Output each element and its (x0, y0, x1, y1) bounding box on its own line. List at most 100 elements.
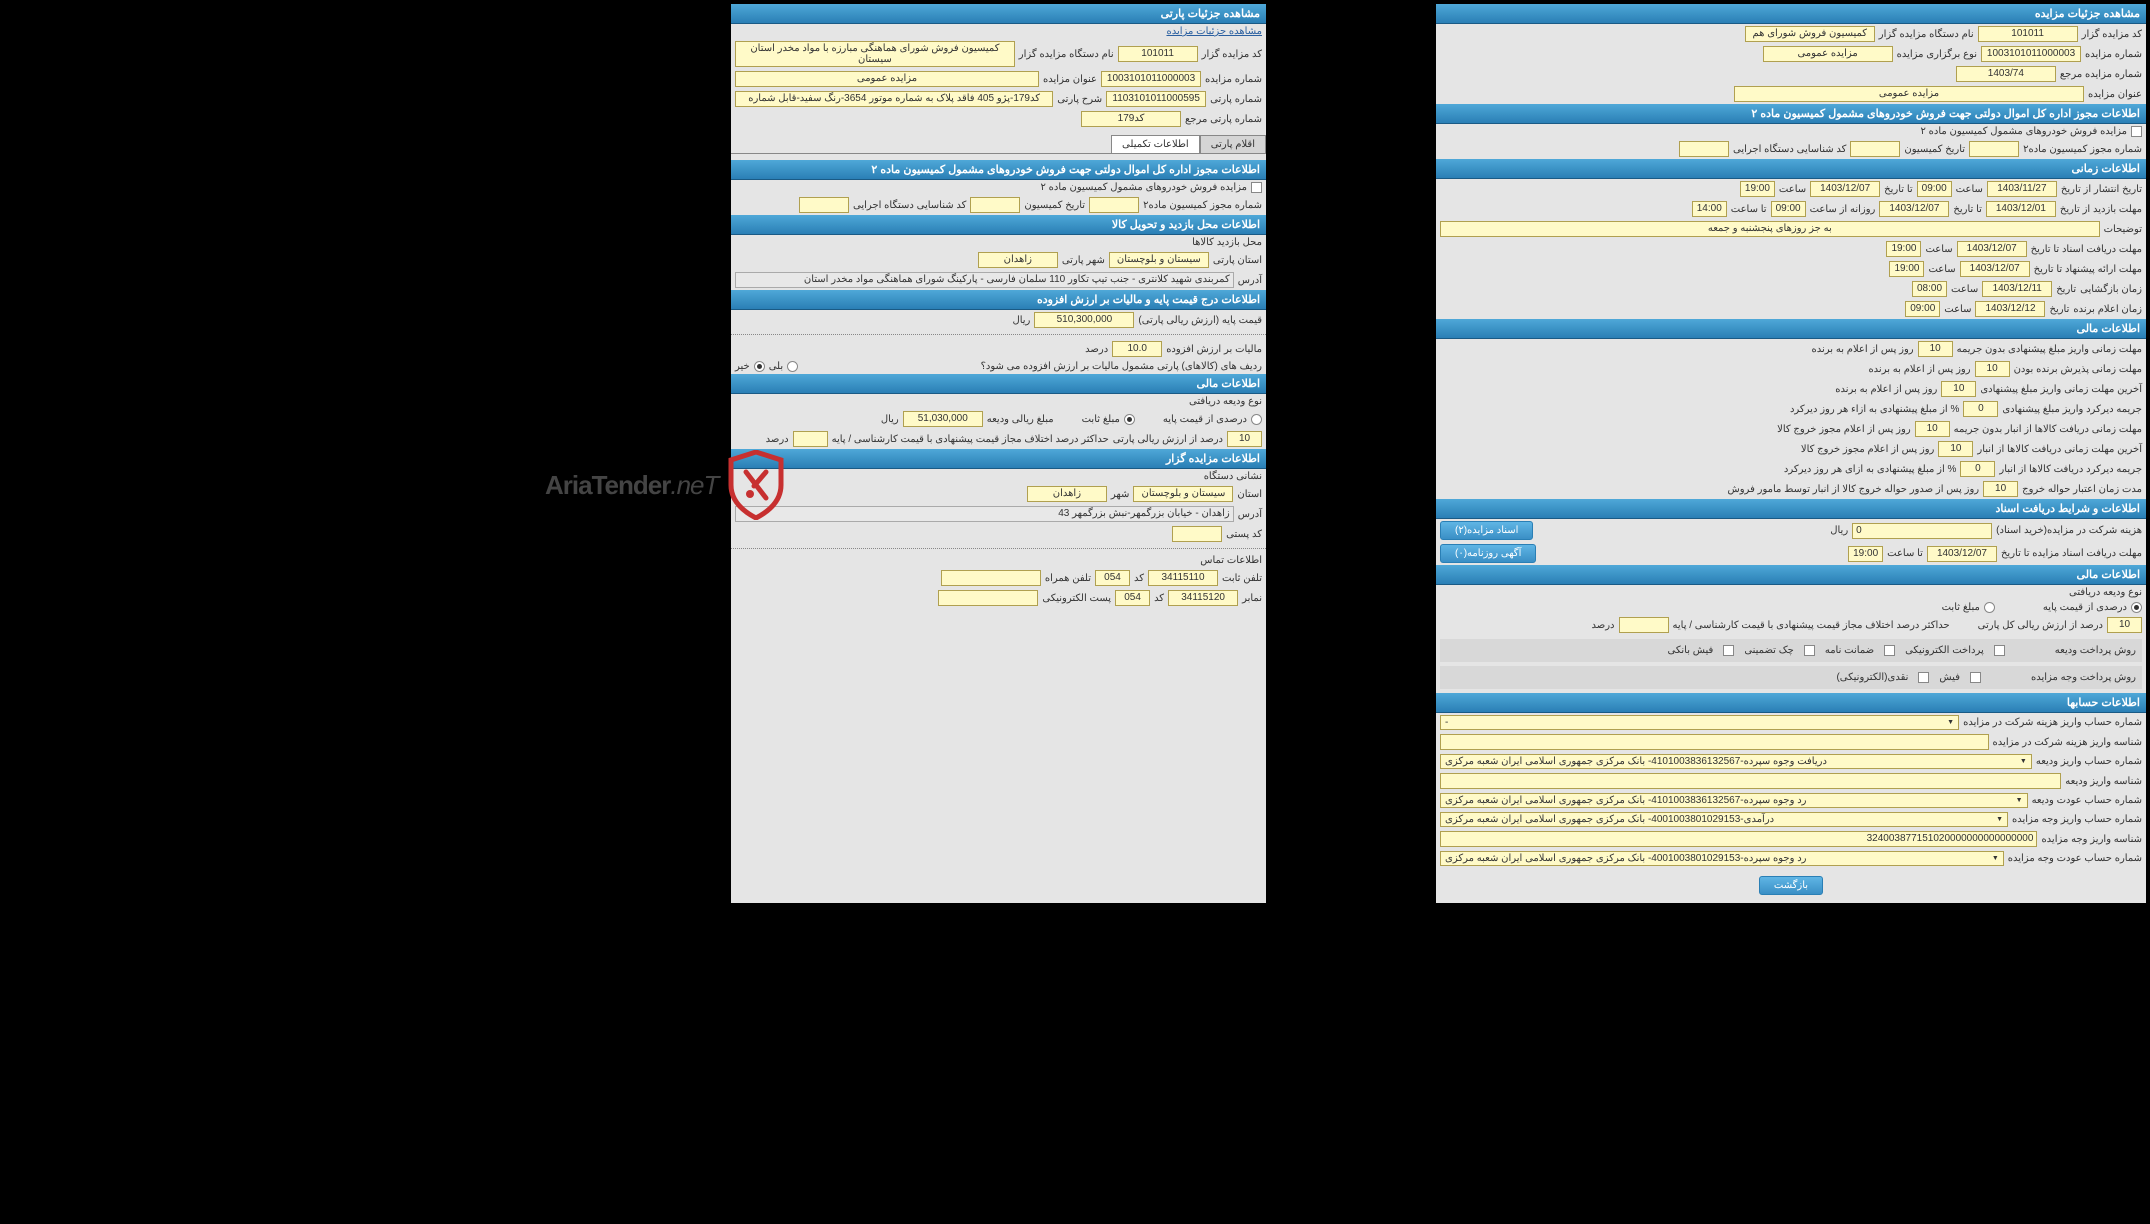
field (1969, 141, 2019, 157)
field: کد179-پژو 405 فاقد پلاک به شماره موتور 3… (735, 91, 1053, 107)
label: قیمت پایه (ارزش ریالی پارتی) (1138, 315, 1262, 326)
province-field: سیستان و بلوچستان (1133, 486, 1233, 502)
account-dropdown[interactable]: درآمدی-4001003801029153- بانک مرکزی جمهو… (1440, 812, 2008, 827)
label: زمان اعلام برنده (2073, 304, 2142, 315)
section-header: اطلاعات مالی (731, 374, 1266, 394)
checkbox[interactable] (1251, 182, 1262, 193)
label: نوع ودیعه دریافتی (1189, 396, 1262, 407)
checkbox-check[interactable] (1804, 645, 1815, 656)
checkbox-cash[interactable] (1918, 672, 1929, 683)
radio-fixed[interactable] (1984, 602, 1995, 613)
num-field: 10 (1941, 381, 1976, 397)
radio-no[interactable] (754, 361, 765, 372)
date-field: 1403/12/07 (1957, 241, 2027, 257)
mobile-field (941, 570, 1041, 586)
label: مهلت زمانی دریافت کالاها از انبار بدون ج… (1954, 424, 2142, 435)
view-auction-link[interactable]: مشاهده جزئیات مزایده (1166, 26, 1262, 37)
time-field: 09:00 (1917, 181, 1952, 197)
shield-icon (726, 450, 786, 520)
label: تلفن ثابت (1222, 573, 1262, 584)
radio-yes[interactable] (787, 361, 798, 372)
label: شماره حساب عودت وجه مزایده (2008, 853, 2142, 864)
label: کد (1154, 593, 1164, 604)
label: شماره مجوز کمیسیون ماده۲ (1143, 200, 1262, 211)
field: کمیسیون فروش شورای هماهنگی مبارزه با موا… (735, 41, 1015, 67)
label: فیش بانکی (1668, 645, 1714, 656)
party-details-panel: مشاهده جزئیات پارتی مشاهده جزئیات مزایده… (731, 4, 1266, 903)
label: تاریخ (2056, 284, 2076, 295)
field: 324003877151020000000000000000 (1440, 831, 2037, 847)
tab-extra-info[interactable]: اطلاعات تکمیلی (1111, 135, 1200, 153)
ref-number-field: 1403/74 (1956, 66, 2056, 82)
radio-fixed[interactable] (1124, 414, 1135, 425)
time-field: 19:00 (1886, 241, 1921, 257)
label: تا تاریخ (1884, 184, 1913, 195)
num-field: 10 (1983, 481, 2018, 497)
phone-field: 34115110 (1148, 570, 1218, 586)
label: ساعت (1956, 184, 1983, 195)
checkbox-bankreceipt[interactable] (1723, 645, 1734, 656)
field (1619, 617, 1669, 633)
label: % از مبلغ پیشنهادی به ازاء هر روز دیرکرد (1790, 404, 1959, 415)
label: تاریخ (2049, 304, 2069, 315)
percent-field: 10 (2107, 617, 2142, 633)
account-dropdown[interactable]: دریافت وجوه سپرده-4101003836132567- بانک… (1440, 754, 2032, 769)
section-header: اطلاعات درج قیمت پایه و مالیات بر ارزش ا… (731, 290, 1266, 310)
date-field: 1403/12/01 (1986, 201, 2056, 217)
field: کد179 (1081, 111, 1181, 127)
label: تا تاریخ (1953, 204, 1982, 215)
label: فیش (1939, 672, 1960, 683)
checkbox-epay[interactable] (1994, 645, 2005, 656)
checkbox-guarantee[interactable] (1884, 645, 1895, 656)
email-field (938, 590, 1038, 606)
label: چک تضمینی (1744, 645, 1794, 656)
section-header: اطلاعات حسابها (1436, 693, 2146, 713)
radio-percent[interactable] (1251, 414, 1262, 425)
label: ساعت (1951, 284, 1978, 295)
label: جریمه دیرکرد دریافت کالاها از انبار (1999, 464, 2142, 475)
account-dropdown[interactable]: رد وجوه سپرده-4001003801029153- بانک مرک… (1440, 851, 2004, 866)
label: مهلت زمانی واریز مبلغ پیشنهادی بدون جریم… (1957, 344, 2142, 355)
label: مهلت بازدید از تاریخ (2060, 204, 2142, 215)
docs-button[interactable]: اسناد مزایده(۲) (1440, 521, 1533, 540)
field (1440, 734, 1989, 750)
city-field: زاهدان (1027, 486, 1107, 502)
label: مالیات بر ارزش افزوده (1166, 344, 1262, 355)
checkbox-receipt[interactable] (1970, 672, 1981, 683)
label: ردیف های (کالاهای) پارتی مشمول مالیات بر… (981, 361, 1262, 372)
date-field: 1403/11/27 (1987, 181, 2057, 197)
date-field: 1403/12/07 (1810, 181, 1880, 197)
time-field: 19:00 (1889, 261, 1924, 277)
cost-field: 0 (1852, 523, 1992, 539)
label: جریمه دیرکرد واریز مبلغ پیشنهادی (2002, 404, 2142, 415)
date-field: 1403/12/11 (1982, 281, 2052, 297)
label: مبلغ ثابت (1942, 602, 1980, 613)
label: تاریخ کمیسیون (1024, 200, 1085, 211)
section-header: اطلاعات مجوز اداره کل اموال دولتی جهت فر… (1436, 104, 2146, 124)
label: ساعت (1928, 264, 1955, 275)
label: اطلاعات تماس (1200, 555, 1262, 566)
label: مزایده فروش خودروهای مشمول کمیسیون ماده … (1920, 126, 2127, 137)
section-header: اطلاعات مالی (1436, 565, 2146, 585)
watermark-logo: AriaTender.neT (545, 450, 786, 520)
areacode-field: 054 (1095, 570, 1130, 586)
checkbox[interactable] (2131, 126, 2142, 137)
account-dropdown[interactable]: رد وجوه سپرده-4101003836132567- بانک مرک… (1440, 793, 2028, 808)
address-field: کمربندی شهید کلانتری - جنب تیپ تکاور 110… (735, 272, 1234, 288)
auction-title-field: مزایده عمومی (1734, 86, 2084, 102)
label: مزایده فروش خودروهای مشمول کمیسیون ماده … (1040, 182, 1247, 193)
label: حداکثر درصد اختلاف مجاز قیمت پیشنهادی با… (1673, 620, 1950, 631)
back-button[interactable]: بازگشت (1759, 876, 1823, 895)
label: کد (1134, 573, 1144, 584)
logo-text: AriaTender.neT (545, 470, 718, 501)
label: مدت زمان اعتبار حواله خروج (2022, 484, 2142, 495)
num-field: 10 (1918, 341, 1953, 357)
label: تاریخ انتشار از تاریخ (2061, 184, 2142, 195)
newspaper-button[interactable]: آگهی روزنامه(۰) (1440, 544, 1536, 563)
account-dropdown[interactable]: - (1440, 715, 1959, 730)
city-field: زاهدان (978, 252, 1058, 268)
label: عنوان مزایده (2088, 89, 2142, 100)
radio-percent[interactable] (2131, 602, 2142, 613)
date-field: 1403/12/07 (1960, 261, 2030, 277)
tab-items[interactable]: اقلام پارتی (1200, 135, 1266, 153)
